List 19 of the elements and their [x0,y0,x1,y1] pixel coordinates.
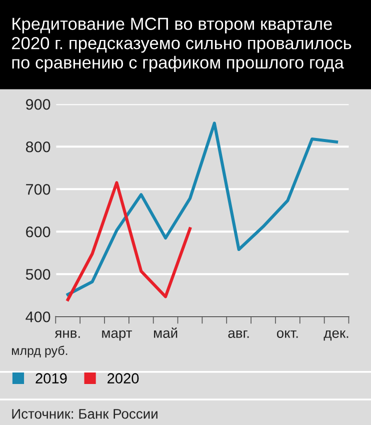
line-series [66,122,338,296]
x-tick-label: янв. [54,330,80,338]
y-tick-label: 700 [26,184,50,195]
y-tick-label: 400 [26,311,50,322]
y-axis-title: млрд руб. [12,346,68,358]
chart-title: Кредитование МСП во втором квартале 2020 г. предсказуемо сильно провалилось по сравнению с графиком прошлого года [12,18,352,72]
line-series [66,181,192,302]
y-tick-label: 600 [26,226,50,238]
y-tick-label: 900 [26,98,50,110]
legend-label: 2019 [36,373,67,384]
x-tick-label: окт. [276,330,298,338]
x-tick-label: март [102,330,132,341]
legend-label: 2020 [108,373,139,384]
x-tick-label: авг. [228,330,249,338]
y-tick-label: 500 [26,268,50,280]
text: Источник: Банк России [12,409,158,419]
x-tick-label: май [154,327,178,338]
x-tick-label: дек. [324,330,348,341]
y-tick-label: 800 [26,141,50,152]
